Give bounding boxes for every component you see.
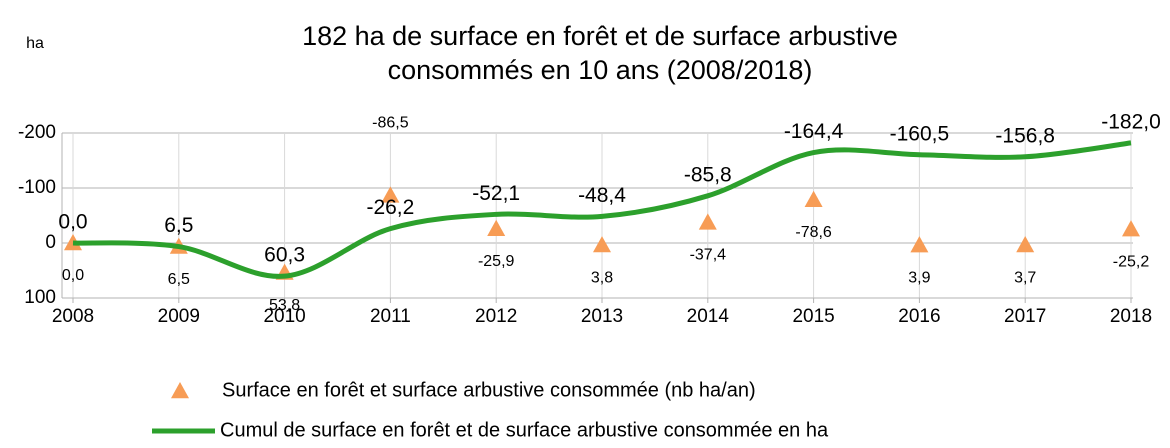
data-label: -26,2 [366,196,414,219]
x-tick-label: 2012 [475,306,517,327]
triangle-marker [1122,220,1140,237]
x-tick-label: 2010 [263,306,305,327]
data-label: -25,2 [1113,253,1150,270]
legend-label: Cumul de surface en forêt et de surface … [220,419,829,441]
x-tick-label: 2017 [1004,306,1046,327]
data-label: -37,4 [690,247,727,264]
y-axis-label: ha [26,35,44,52]
legend-marker [171,382,189,399]
data-label: -25,9 [478,253,515,270]
chart-title: 182 ha de surface en forêt et de surface… [302,21,898,51]
triangle-marker [910,236,929,253]
data-label: 0,0 [62,267,84,284]
legend-label: Surface en forêt et surface arbustive co… [222,379,756,401]
data-label: 3,7 [1014,269,1036,286]
data-label: -156,8 [995,124,1055,147]
y-tick-label: -200 [18,122,56,143]
data-label: -48,4 [578,184,626,207]
y-tick-label: -100 [18,177,56,198]
data-label: 3,8 [591,269,613,286]
data-label: 3,9 [908,269,930,286]
cumul-line [72,140,1132,279]
x-tick-label: 2015 [792,306,834,327]
x-tick-label: 2016 [898,306,940,327]
data-label: 53,8 [269,297,300,314]
data-label: 6,5 [164,214,193,237]
data-label: -182,0 [1101,110,1161,133]
triangle-marker [804,190,823,207]
x-tick-label: 2018 [1110,306,1152,327]
triangle-marker [381,186,400,203]
y-tick-label: 100 [24,287,56,308]
data-label: -160,5 [890,122,950,145]
data-label: -52,1 [472,182,520,205]
triangle-marker [593,236,611,253]
x-tick-label: 2009 [158,306,200,327]
data-label: -164,4 [784,120,844,143]
x-tick-label: 2008 [52,306,94,327]
data-label: -85,8 [684,163,732,186]
data-label: 0,0 [58,211,87,234]
triangle-marker [1016,236,1035,253]
y-tick-label: 0 [45,232,56,253]
data-label: -78,6 [795,224,832,241]
chart-title: consommés en 10 ans (2008/2018) [388,55,813,85]
x-tick-label: 2013 [581,306,623,327]
data-label: 60,3 [264,244,305,267]
x-tick-label: 2014 [687,306,730,327]
data-label: 6,5 [168,271,190,288]
triangle-marker [487,219,506,236]
triangle-marker [698,213,717,230]
x-tick-label: 2011 [370,306,411,327]
triangle-marker [64,234,82,251]
data-label: -86,5 [372,115,409,132]
